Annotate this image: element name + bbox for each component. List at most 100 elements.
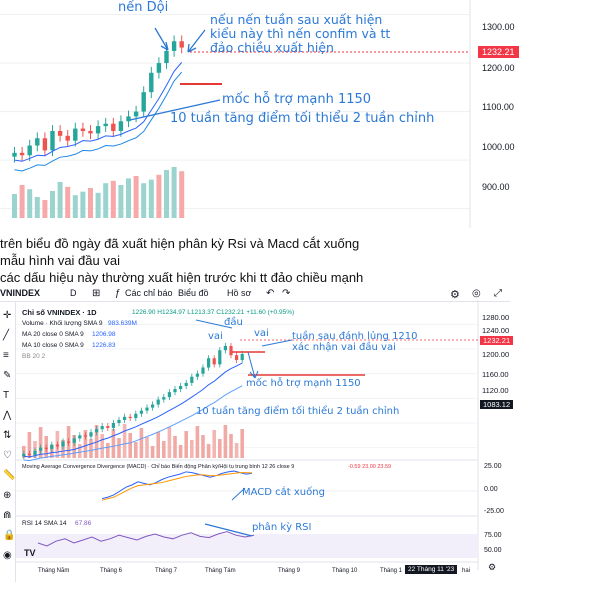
annotation-confirm-2: xác nhận vai đầu vai: [292, 342, 396, 353]
top-candle: [171, 41, 177, 51]
legend-title: Chỉ số VNINDEX · 1D: [22, 308, 97, 317]
zoom-icon[interactable]: ⊕: [3, 490, 12, 501]
top-volume-bar: [12, 194, 17, 218]
toolbar-undo-icon[interactable]: ↶: [266, 288, 275, 299]
annotation-right-shoulder: vai: [254, 328, 269, 339]
volume-bar: [212, 430, 216, 458]
top-price-tick-1000: 1000.00: [482, 142, 515, 152]
top-candle: [57, 130, 63, 136]
annotation-bottom-support: mốc hỗ trợ mạnh 1150: [246, 378, 361, 389]
top-candle: [19, 152, 25, 156]
fib-icon[interactable]: ≡: [3, 350, 9, 361]
annotation-confirm-note-2: kiểu này thì nến confim và tt: [210, 26, 391, 41]
text-tool-icon[interactable]: T: [3, 390, 10, 401]
top-volume-bar: [27, 189, 33, 218]
volume-bar: [167, 427, 172, 458]
annotation-confirm-note-3: đảo chiều xuất hiện: [210, 40, 334, 55]
top-price-tick-1100: 1100.00: [482, 102, 514, 112]
heart-icon[interactable]: ♡: [3, 450, 12, 461]
macd-tick-25: 25.00: [484, 463, 502, 470]
x-tick-trailing: hai: [462, 568, 471, 574]
annotation-candle-label: nến Dội: [118, 0, 169, 15]
volume-bar: [173, 436, 177, 458]
candle: [240, 353, 244, 361]
annotation-macd: MACD cắt xuống: [242, 487, 325, 498]
annotation-confirm-note-1: nếu nến tuần sau xuất hiện: [210, 12, 383, 27]
top-volume-bar: [126, 178, 131, 218]
brush-icon[interactable]: ✎: [3, 370, 12, 381]
macd-tick-neg25: -25.00: [484, 508, 504, 515]
candle: [145, 407, 149, 411]
rsi-title: RSI 14 SMA 14: [22, 520, 67, 527]
x-tick-oct: Tháng 10: [332, 568, 358, 574]
top-volume-bar: [80, 191, 86, 218]
crosshair-icon[interactable]: ✛: [3, 310, 12, 321]
candle: [95, 429, 99, 433]
ma10-line: [23, 362, 243, 458]
toolbar-symbol[interactable]: VNINDEX: [0, 288, 41, 298]
lock-icon[interactable]: 🔒: [3, 530, 16, 541]
legend-volume: Volume · Khối lượng SMA 9: [22, 320, 103, 327]
rsi-divergence-line: [204, 523, 253, 537]
ruler-icon[interactable]: 📏: [3, 470, 16, 481]
trendline-icon[interactable]: ╱: [3, 330, 10, 341]
toolbar-interval[interactable]: D: [70, 288, 77, 298]
top-candle: [27, 145, 32, 156]
settings-icon[interactable]: ⚙: [450, 289, 460, 301]
legend-ma20: MA 20 close 0 SMA 9: [22, 331, 84, 338]
toolbar-template[interactable]: Hồ sơ: [227, 288, 252, 298]
top-volume-bar: [72, 195, 78, 218]
prediction-icon[interactable]: ⇅: [3, 430, 12, 441]
toolbar-chart-style-icon[interactable]: ⊞: [92, 288, 101, 299]
volume-bar: [117, 438, 121, 458]
toolbar-indicators[interactable]: Các chỉ báo: [125, 288, 173, 298]
toolbar-chart-type[interactable]: Biểu đồ: [178, 288, 209, 298]
toolbar: [0, 284, 510, 302]
top-volume-bar: [95, 192, 101, 218]
candle: [83, 435, 87, 437]
camera-icon[interactable]: ◎: [472, 288, 481, 299]
toolbar-redo-icon[interactable]: ↷: [282, 288, 291, 299]
top-candle: [73, 128, 78, 141]
candle: [167, 392, 171, 398]
top-volume-bar: [171, 167, 177, 218]
legend-volume-value: 983.639M: [108, 320, 137, 327]
candle: [173, 389, 177, 393]
volume-bar: [190, 440, 194, 458]
candle: [139, 410, 143, 414]
legend-ohlc: 1226.90 H1234.97 L1213.37 C1232.21 +11.6…: [132, 309, 295, 316]
top-volume-bar: [103, 183, 109, 218]
volume-bar: [223, 425, 228, 458]
date-badge: 22 Tháng 11 '23: [405, 565, 458, 574]
note-line-2: mẫu hình vai đầu vai: [0, 253, 120, 268]
volume-bar: [206, 444, 211, 458]
volume-bar: [229, 434, 233, 458]
magnet-icon[interactable]: ⋒: [3, 510, 12, 521]
annotation-confirm: tuần sau đánh lủng 1210: [292, 331, 418, 342]
price-tick-1280: 1280.00: [482, 313, 510, 322]
fullscreen-icon[interactable]: ⤢: [494, 288, 502, 299]
toolbar-indicators-icon[interactable]: ƒ: [115, 288, 121, 299]
annotation-left-shoulder: vai: [208, 331, 223, 342]
volume-bar: [201, 435, 205, 458]
top-arrow-candle: [154, 27, 169, 51]
annotation-rsi: phân kỳ RSI: [252, 522, 312, 533]
candle: [123, 416, 127, 420]
daily-chart-canvas: [16, 300, 479, 570]
top-candle: [103, 123, 108, 127]
scroll-right-icon[interactable]: ⚙: [488, 562, 497, 572]
pattern-icon[interactable]: ⋀: [3, 410, 12, 421]
macd-series-line: [101, 470, 253, 500]
x-tick-aug: Tháng Tám: [205, 568, 236, 574]
candle: [100, 426, 104, 430]
candle: [156, 399, 160, 405]
eye-icon[interactable]: ◉: [3, 550, 12, 561]
top-price-tick-1200: 1200.00: [482, 63, 515, 73]
top-volume-bar: [118, 185, 124, 218]
annotation-head: đầu: [224, 317, 243, 328]
volume-bar: [122, 424, 127, 458]
candle: [39, 447, 43, 451]
volume-bar: [240, 429, 244, 458]
x-tick-jan: Tháng 1: [380, 568, 403, 574]
volume-bar: [178, 445, 183, 458]
